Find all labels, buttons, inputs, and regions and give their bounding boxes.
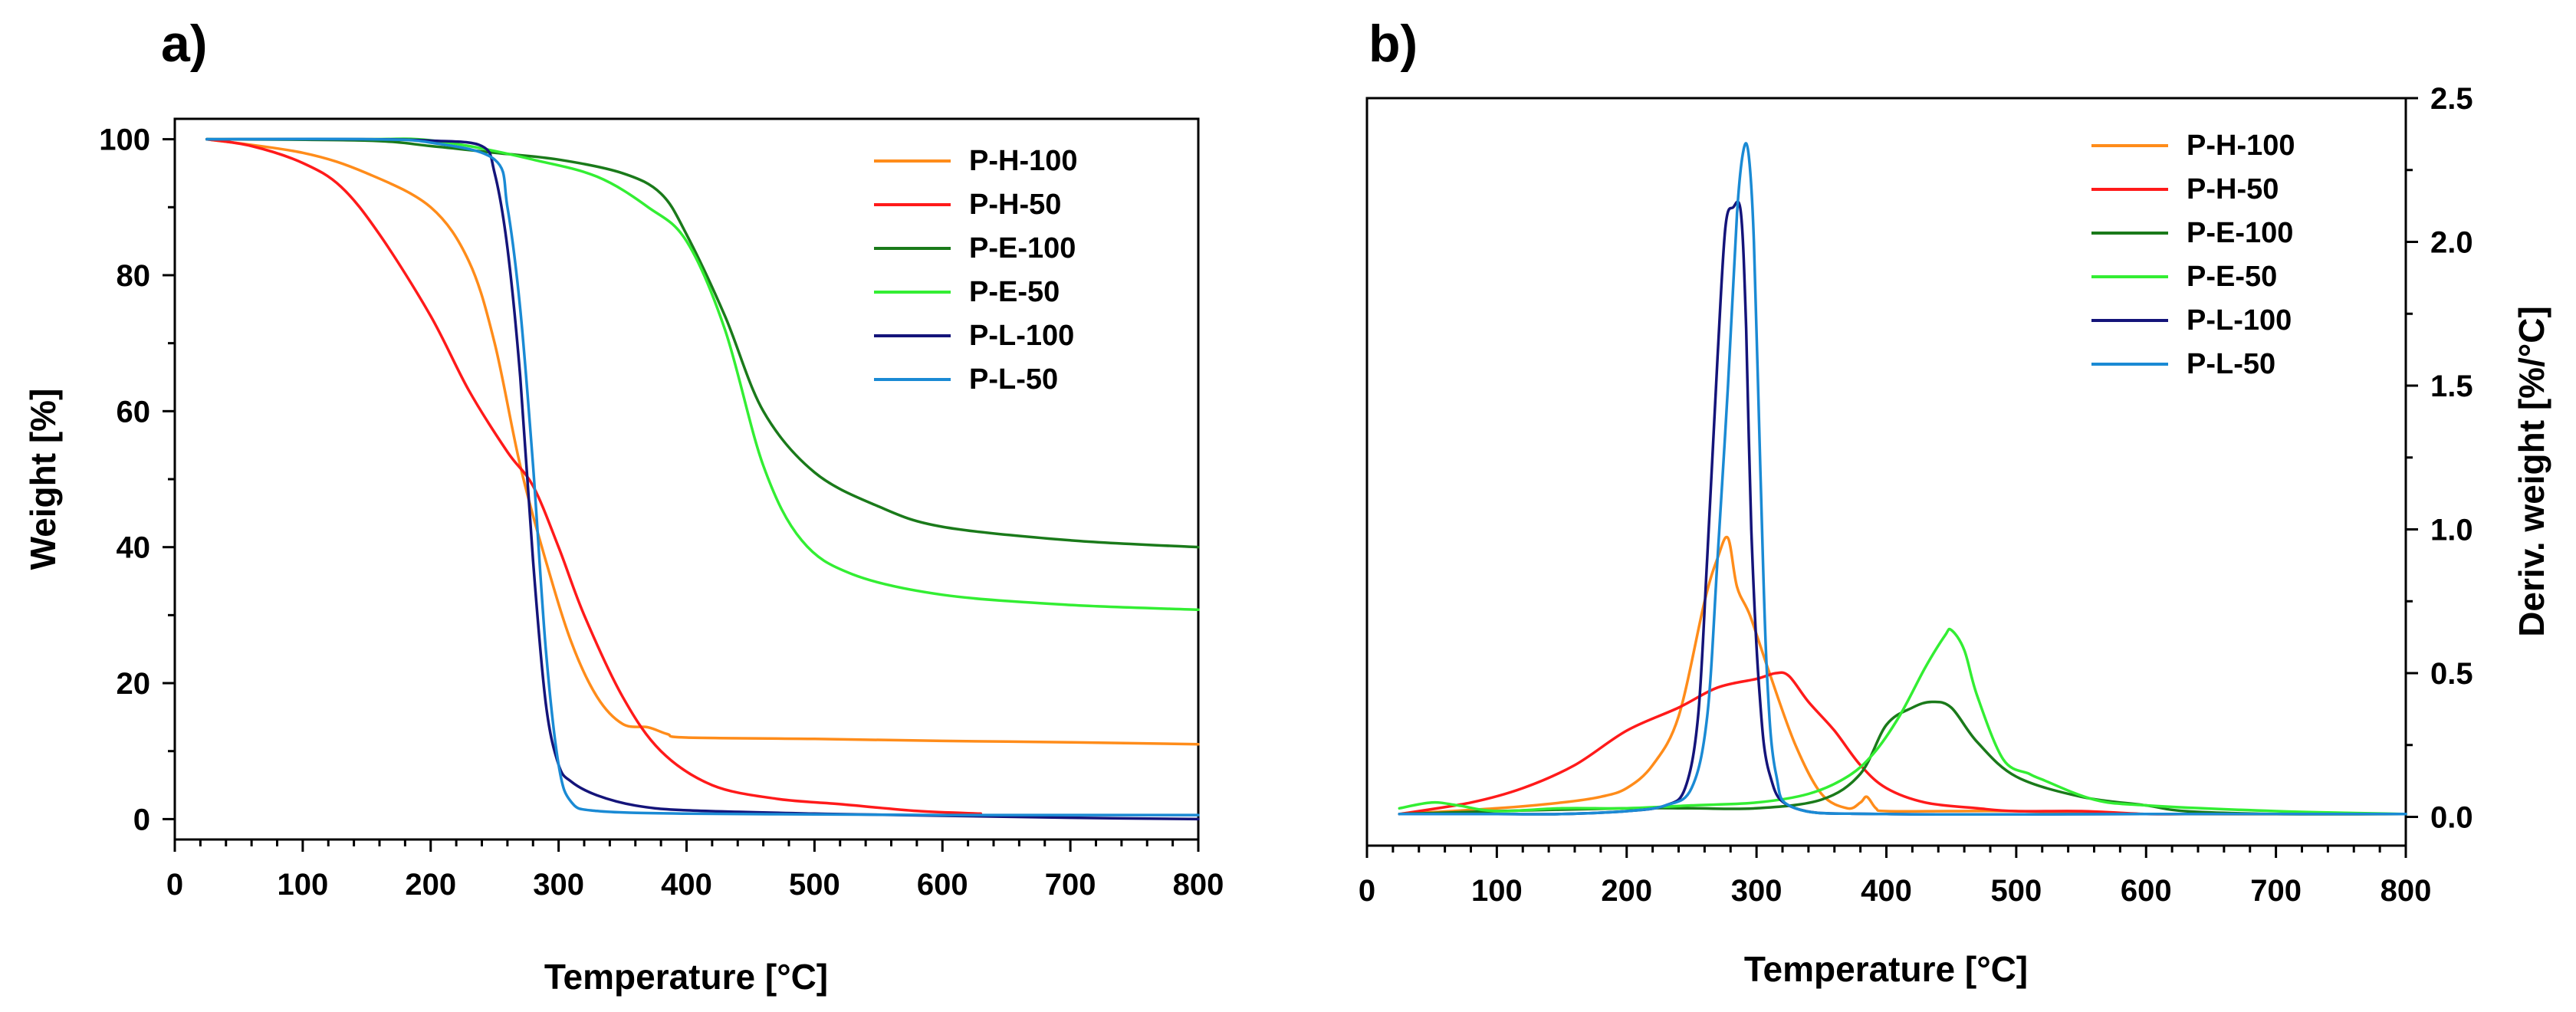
- x-tick-label-300: 300: [1731, 874, 1783, 908]
- panel-a-y-axis-title: Weight [%]: [23, 389, 63, 570]
- panel-b-y-axis-title: Deriv. weight [%/°C]: [2512, 306, 2551, 637]
- x-tick-label-500: 500: [789, 868, 840, 902]
- y-tick-label-20: 20: [117, 667, 151, 701]
- x-tick-label-500: 500: [1991, 874, 2042, 908]
- x-tick-label-400: 400: [1861, 874, 1912, 908]
- x-tick-label-100: 100: [278, 868, 329, 902]
- x-tick-label-100: 100: [1471, 874, 1523, 908]
- legend-label-p-l-50: P-L-50: [969, 363, 1058, 396]
- y-tick-label-40: 40: [117, 531, 151, 565]
- panel-b-series-group: [1398, 142, 2407, 816]
- x-tick-label-200: 200: [405, 868, 456, 902]
- panel-a-x-axis-title: Temperature [°C]: [544, 957, 828, 997]
- legend-label-p-l-100: P-L-100: [2187, 304, 2292, 337]
- y-tick-label-0.0: 0.0: [2430, 801, 2473, 835]
- series-line-p-l-50: [1398, 142, 2407, 816]
- series-line-p-l-50: [205, 137, 1200, 816]
- y-tick-label-60: 60: [117, 395, 151, 429]
- x-tick-label-600: 600: [917, 868, 968, 902]
- panel-b-x-axis: 0 100 200 300 400 500 600 700 800: [1359, 846, 2432, 908]
- y-tick-label-100: 100: [99, 123, 150, 157]
- x-tick-label-800: 800: [2380, 874, 2432, 908]
- x-tick-label-700: 700: [2250, 874, 2302, 908]
- x-tick-label-600: 600: [2121, 874, 2172, 908]
- x-tick-label-800: 800: [1173, 868, 1224, 902]
- panel-a-label: a): [161, 15, 207, 73]
- y-tick-label-1.5: 1.5: [2430, 370, 2473, 403]
- series-line-p-h-50: [1398, 671, 2187, 816]
- legend-label-p-e-50: P-E-50: [969, 276, 1060, 308]
- legend-label-p-l-50: P-L-50: [2187, 348, 2275, 380]
- series-line-p-l-100: [1398, 200, 2407, 816]
- series-line-p-e-50: [1398, 627, 2407, 816]
- legend-label-p-e-100: P-E-100: [2187, 217, 2293, 249]
- series-line-p-e-100: [205, 137, 1200, 549]
- panel-a: a) 0 100 200 300 400 500 600 700 800 0 20 40 60 80 10…: [23, 15, 1224, 997]
- panel-b-x-axis-unit: [°C]: [1965, 949, 2028, 989]
- panel-b-x-axis-title-text: Temperature: [1744, 949, 1955, 989]
- y-tick-label-80: 80: [117, 259, 151, 293]
- series-line-p-h-50: [205, 137, 983, 816]
- legend-label-p-e-50: P-E-50: [2187, 261, 2277, 293]
- panel-b-label: b): [1368, 15, 1418, 73]
- panel-b-x-axis-title: Temperature [°C]: [1744, 949, 2028, 989]
- panel-b: b) 0 100 200 300 400 500 600 700 800 0.0 0.5 1.0 1.…: [1359, 15, 2551, 989]
- legend-label-p-h-50: P-H-50: [2187, 173, 2279, 205]
- panel-a-legend: P-H-100 P-H-50 P-E-100 P-E-50 P-L-100 P-L-50: [874, 145, 1078, 396]
- y-tick-label-2.0: 2.0: [2430, 226, 2473, 260]
- legend-label-p-e-100: P-E-100: [969, 232, 1076, 264]
- series-line-p-h-100: [1398, 535, 2407, 816]
- panel-b-legend: P-H-100 P-H-50 P-E-100 P-E-50 P-L-100 P-L-50: [2091, 130, 2295, 380]
- panel-a-y-axis: 0 20 40 60 80 100: [99, 123, 175, 836]
- panel-b-plot-frame: [1365, 97, 2407, 847]
- series-line-p-h-100: [205, 137, 1200, 746]
- y-tick-label-0: 0: [133, 803, 150, 836]
- series-line-p-e-100: [1398, 700, 2407, 816]
- panel-a-x-axis-title-text: Temperature: [544, 957, 755, 997]
- x-tick-label-400: 400: [661, 868, 712, 902]
- panel-a-plot-frame: [173, 117, 1200, 841]
- legend-label-p-h-100: P-H-100: [2187, 130, 2295, 162]
- x-tick-label-300: 300: [533, 868, 584, 902]
- legend-label-p-h-50: P-H-50: [969, 189, 1061, 221]
- legend-label-p-l-100: P-L-100: [969, 320, 1074, 352]
- y-tick-label-0.5: 0.5: [2430, 657, 2473, 691]
- x-tick-label-700: 700: [1045, 868, 1096, 902]
- y-tick-label-2.5: 2.5: [2430, 82, 2473, 116]
- legend-label-p-h-100: P-H-100: [969, 145, 1078, 177]
- panel-a-series-group: [205, 137, 1200, 821]
- panel-a-x-axis-unit: [°C]: [765, 957, 828, 997]
- x-tick-label-200: 200: [1601, 874, 1652, 908]
- x-tick-label-0: 0: [166, 868, 183, 902]
- panel-b-y-axis: 0.0 0.5 1.0 1.5 2.0 2.5: [2406, 82, 2473, 835]
- x-tick-label-0: 0: [1359, 874, 1375, 908]
- panel-a-x-axis: 0 100 200 300 400 500 600 700 800: [166, 840, 1224, 902]
- y-tick-label-1.0: 1.0: [2430, 514, 2473, 547]
